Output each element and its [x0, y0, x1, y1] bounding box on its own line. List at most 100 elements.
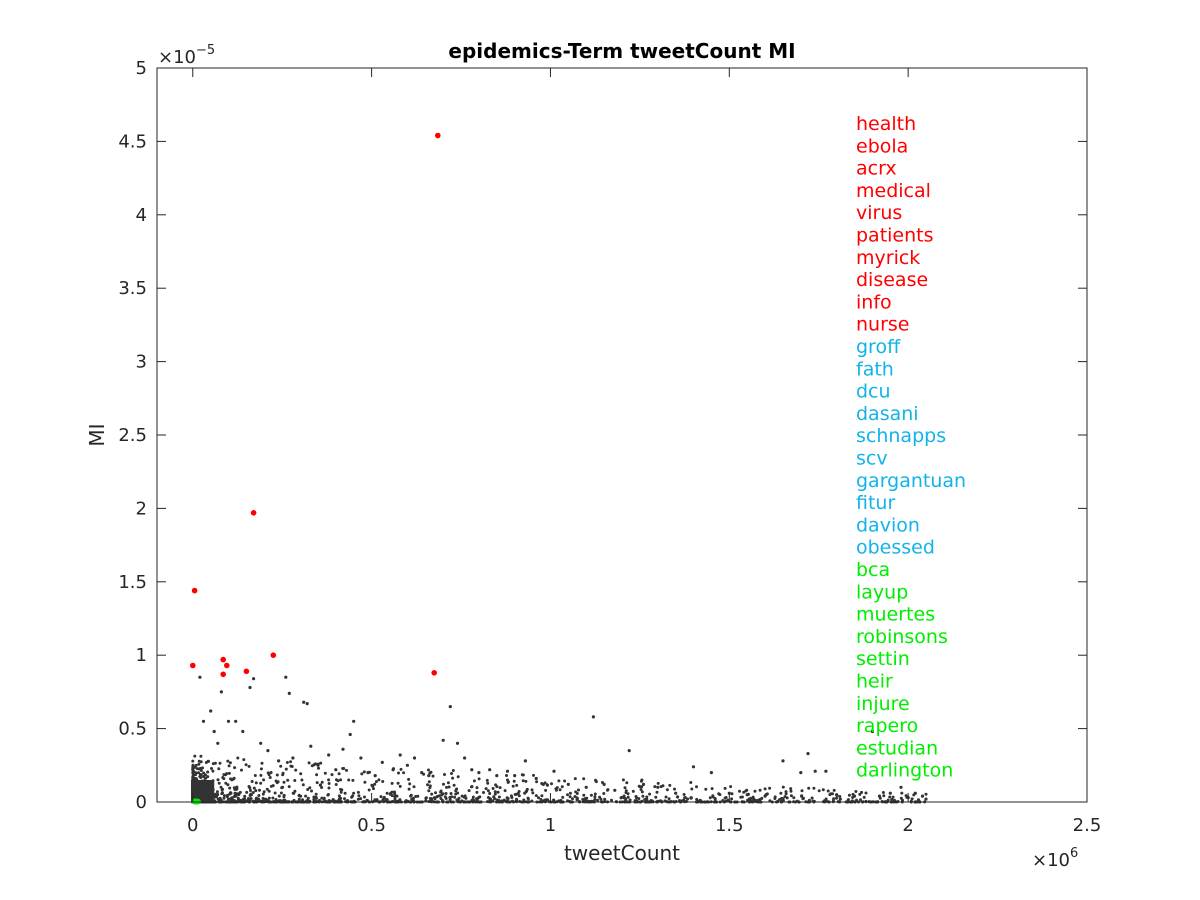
background-point	[454, 789, 458, 793]
background-point	[194, 763, 198, 767]
background-point	[463, 794, 467, 798]
background-point	[486, 781, 490, 785]
data-point	[435, 132, 441, 139]
data-point	[495, 774, 499, 778]
background-point	[471, 798, 475, 802]
background-point	[334, 783, 338, 786]
background-point	[191, 765, 195, 769]
background-point	[832, 788, 836, 792]
background-point	[362, 770, 366, 774]
background-point	[509, 794, 513, 798]
term-label: fitur	[856, 492, 895, 514]
background-point	[382, 797, 385, 801]
background-point	[858, 792, 862, 796]
data-point	[505, 769, 510, 773]
background-point	[431, 774, 435, 778]
term-labels: healthebolaacrxmedicalviruspatientsmyric…	[856, 113, 966, 782]
background-point	[695, 785, 698, 789]
data-point	[412, 756, 417, 760]
background-point	[502, 798, 506, 802]
background-point	[245, 790, 249, 794]
background-point	[864, 791, 868, 795]
background-point	[742, 790, 746, 794]
background-point	[753, 789, 757, 793]
data-point	[813, 769, 817, 773]
background-point	[594, 778, 597, 782]
background-point	[343, 797, 346, 801]
background-point	[308, 786, 312, 790]
background-point	[760, 796, 764, 800]
background-point	[574, 790, 578, 794]
background-point	[356, 790, 360, 794]
background-point	[343, 791, 347, 795]
background-point	[222, 777, 226, 781]
background-point	[456, 775, 460, 779]
background-point	[524, 790, 528, 794]
background-point	[352, 791, 356, 795]
background-point	[396, 781, 400, 785]
term-label: injure	[856, 693, 910, 715]
background-point	[582, 793, 586, 797]
background-point	[695, 797, 699, 801]
background-point	[488, 792, 492, 795]
background-point	[216, 778, 220, 782]
background-point	[326, 793, 330, 796]
data-point	[352, 719, 356, 723]
background-point	[336, 779, 340, 783]
background-point	[507, 780, 510, 784]
background-point	[639, 788, 643, 791]
data-point	[534, 776, 538, 781]
term-label: dasani	[856, 403, 919, 425]
background-point	[513, 793, 517, 796]
background-point	[747, 797, 751, 801]
background-point	[225, 793, 229, 797]
background-point	[199, 754, 203, 758]
background-point	[530, 788, 534, 792]
background-point	[756, 798, 760, 802]
data-point	[216, 741, 220, 745]
background-point	[682, 793, 686, 796]
background-point	[545, 783, 549, 787]
background-point	[371, 784, 375, 788]
term-label: fath	[856, 358, 894, 380]
background-point	[619, 796, 623, 800]
background-point	[739, 795, 743, 799]
background-point	[393, 792, 397, 796]
background-point	[197, 759, 201, 763]
background-point	[340, 788, 344, 792]
background-point	[315, 773, 319, 777]
data-point	[209, 709, 213, 713]
background-point	[381, 780, 385, 783]
term-label: schnapps	[856, 425, 946, 447]
background-point	[397, 771, 400, 775]
background-point	[860, 790, 863, 794]
background-point	[493, 792, 497, 796]
background-point	[717, 792, 721, 796]
background-point	[206, 770, 210, 774]
data-point	[781, 759, 785, 763]
data-point	[327, 753, 331, 757]
data-point	[201, 719, 206, 723]
background-point	[404, 799, 408, 803]
data-point	[806, 752, 810, 756]
background-point	[250, 780, 254, 783]
background-point	[215, 790, 219, 794]
background-point	[253, 774, 257, 777]
background-point	[191, 759, 195, 763]
background-point	[408, 782, 412, 786]
background-point	[345, 768, 348, 772]
background-point	[917, 798, 920, 802]
background-point	[640, 785, 644, 789]
background-point	[779, 791, 783, 795]
background-point	[773, 795, 777, 799]
background-point	[673, 787, 676, 791]
background-point	[521, 773, 525, 777]
background-point	[539, 798, 543, 801]
background-point	[434, 791, 437, 795]
background-point	[213, 792, 217, 796]
background-point	[637, 797, 641, 801]
background-point	[426, 783, 429, 787]
background-point	[540, 794, 544, 798]
background-point	[621, 778, 625, 782]
background-point	[317, 766, 320, 770]
